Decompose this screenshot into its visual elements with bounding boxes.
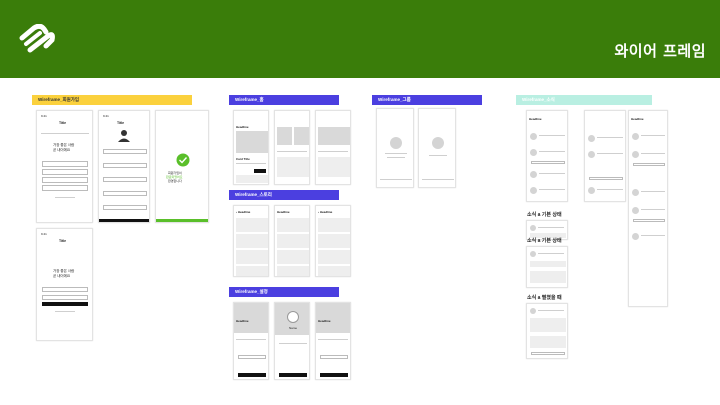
phone-signup-4: 9:41 Title 가장 좋은 사람 곧 내이에요 xyxy=(36,228,93,341)
phone-settings-3: Headline xyxy=(315,302,351,380)
section-label-settings: Wireframe_설정 xyxy=(229,287,339,297)
phone-home-1: Headline Card Title xyxy=(233,110,269,185)
header-band: 와이어 프레임 xyxy=(0,0,720,78)
news-card-1 xyxy=(526,220,568,240)
news-card-2 xyxy=(526,246,568,288)
phone-settings-1: Headline xyxy=(233,302,269,380)
news-card-3 xyxy=(526,303,568,359)
phone-home-3 xyxy=(315,110,351,185)
chain-link-logo-icon xyxy=(19,24,55,53)
section-label-home: Wireframe_홈 xyxy=(229,95,339,105)
phone-home-2 xyxy=(274,110,310,185)
section-label-club: Wireframe_그룹 xyxy=(372,95,482,105)
phone-signup-3: 회원가입이 완료되었어요 환영합니다 xyxy=(155,110,209,223)
check-circle-icon xyxy=(176,153,190,167)
phone-news-3: Headline xyxy=(628,110,668,307)
user-icon xyxy=(118,130,130,142)
page-title: 와이어 프레임 xyxy=(614,42,706,60)
phone-club-2 xyxy=(418,108,456,188)
news-label-expanded: 소식 a 펼쳤을 때 xyxy=(527,295,562,301)
phone-story-2: Headline xyxy=(274,205,310,277)
phone-news-1: Headline xyxy=(526,110,568,202)
phone-signup-2: 9:41 Title xyxy=(98,110,150,223)
section-label-story: Wireframe_스토리 xyxy=(229,190,339,200)
phone-signup-1: 9:41 Title 가장 좋은 사람 곧 내이에요 xyxy=(36,110,93,223)
phone-club-1 xyxy=(376,108,414,188)
phone-story-3: ‹ Headline xyxy=(315,205,351,277)
section-label-news: Wireframe_소식 xyxy=(516,95,652,105)
phone-settings-2: Name xyxy=(274,302,310,380)
section-label-signup: Wireframe_회원가입 xyxy=(32,95,192,105)
news-label-basic: 소식 a 기본 상태 xyxy=(527,212,562,218)
news-label-basic-2: 소식 a 기본 상태 xyxy=(527,238,562,244)
phone-news-2 xyxy=(584,110,626,202)
phone-story-1: ‹ Headline xyxy=(233,205,269,277)
